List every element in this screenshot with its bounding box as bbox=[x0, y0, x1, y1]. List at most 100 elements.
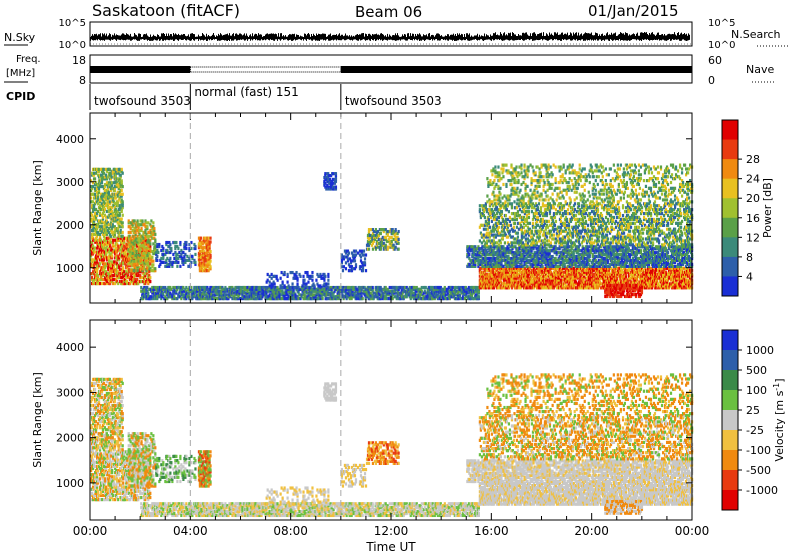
power-pixel bbox=[244, 285, 247, 290]
power-pixel bbox=[118, 221, 121, 225]
power-pixel bbox=[433, 296, 436, 301]
power-pixel bbox=[120, 198, 123, 202]
power-pixel bbox=[94, 262, 97, 266]
power-pixel bbox=[259, 285, 262, 290]
power-pixel bbox=[143, 261, 146, 265]
power-pixel bbox=[358, 287, 361, 291]
power-pixel bbox=[174, 244, 177, 249]
power-pixel bbox=[276, 278, 279, 282]
power-pixel bbox=[103, 213, 107, 217]
power-pixel bbox=[187, 287, 190, 291]
power-pixel bbox=[201, 293, 204, 297]
power-pixel bbox=[154, 238, 157, 242]
power-pixel bbox=[143, 244, 146, 248]
power-pixel bbox=[190, 287, 193, 291]
power-pixel bbox=[125, 254, 128, 258]
power-pixel bbox=[111, 248, 114, 252]
power-pixel bbox=[101, 211, 105, 215]
power-pixel bbox=[148, 274, 151, 278]
power-pixel bbox=[420, 289, 423, 293]
power-pixel bbox=[127, 236, 130, 240]
power-pixel bbox=[429, 293, 432, 297]
power-pixel bbox=[125, 270, 128, 274]
power-pixel bbox=[109, 244, 112, 248]
power-pixel bbox=[96, 198, 100, 202]
power-pixel bbox=[376, 245, 379, 249]
power-pixel bbox=[412, 296, 415, 301]
power-pixel bbox=[239, 296, 242, 301]
power-pixel bbox=[231, 289, 234, 293]
power-pixel bbox=[111, 211, 114, 215]
power-pixel bbox=[231, 285, 234, 290]
power-pixel bbox=[137, 255, 140, 259]
power-pixel bbox=[422, 291, 425, 295]
power-pixel bbox=[263, 285, 266, 290]
power-pixel bbox=[120, 188, 123, 193]
power-pixel bbox=[103, 225, 107, 229]
power-pixel bbox=[135, 249, 138, 254]
power-pixel bbox=[129, 281, 132, 286]
power-pixel bbox=[115, 240, 118, 244]
power-pixel bbox=[172, 293, 175, 297]
power-pixel bbox=[356, 251, 360, 255]
power-pixel bbox=[139, 259, 142, 263]
cpid-label-2: twofsound 3503 bbox=[345, 94, 442, 108]
power-pixel bbox=[303, 287, 306, 291]
power-pixel bbox=[169, 291, 172, 295]
power-pixel bbox=[110, 228, 113, 233]
power-pixel bbox=[131, 251, 134, 256]
power-pixel bbox=[156, 258, 159, 262]
power-pixel bbox=[359, 293, 362, 297]
power-pixel bbox=[301, 285, 304, 290]
power-pixel bbox=[291, 295, 294, 299]
power-pixel bbox=[147, 276, 150, 280]
power-pixel bbox=[109, 221, 112, 225]
power-pixel bbox=[405, 295, 408, 299]
power-pixel bbox=[377, 237, 380, 241]
power-pixel bbox=[369, 296, 372, 301]
power-pixel bbox=[113, 206, 116, 210]
power-pixel bbox=[144, 230, 147, 235]
power-pixel bbox=[149, 262, 152, 266]
power-pixel bbox=[117, 244, 120, 248]
power-pixel bbox=[126, 281, 129, 286]
power-pixel bbox=[179, 240, 182, 245]
power-pixel bbox=[192, 295, 195, 299]
power-pixel bbox=[194, 291, 197, 295]
beam-title: Beam 06 bbox=[355, 3, 422, 21]
power-pixel bbox=[160, 291, 163, 295]
power-pixel bbox=[394, 228, 397, 232]
power-pixel bbox=[227, 296, 230, 301]
power-pixel bbox=[121, 184, 124, 189]
freq-band-twofsound-1 bbox=[90, 66, 191, 73]
power-pixel bbox=[176, 244, 179, 249]
power-pixel bbox=[271, 289, 274, 293]
power-pixel bbox=[209, 255, 212, 259]
power-pixel bbox=[182, 293, 185, 297]
power-pixel bbox=[127, 257, 130, 261]
power-pixel bbox=[102, 272, 105, 276]
power-pixel bbox=[141, 269, 144, 273]
power-pixel bbox=[113, 232, 116, 236]
power-pixel bbox=[437, 287, 440, 291]
power-pixel bbox=[146, 285, 149, 290]
power-pixel bbox=[104, 198, 108, 202]
power-pixel bbox=[424, 285, 427, 290]
power-pixel bbox=[131, 240, 134, 244]
power-pixel bbox=[131, 244, 134, 248]
power-pixel bbox=[427, 289, 430, 293]
power-pixel bbox=[397, 247, 400, 251]
power-pixel bbox=[261, 287, 264, 291]
power-pixel bbox=[141, 221, 144, 225]
power-pixel bbox=[203, 296, 206, 301]
power-pixel bbox=[145, 259, 148, 263]
power-pixel bbox=[116, 194, 119, 198]
power-pixel bbox=[228, 293, 231, 297]
power-pixel bbox=[268, 280, 271, 284]
power-pixel bbox=[321, 276, 324, 280]
power-pixel bbox=[253, 291, 256, 295]
power-pixel bbox=[400, 287, 403, 291]
power-pixel bbox=[120, 209, 123, 214]
power-pixel bbox=[265, 286, 268, 290]
power-pixel bbox=[307, 280, 310, 284]
